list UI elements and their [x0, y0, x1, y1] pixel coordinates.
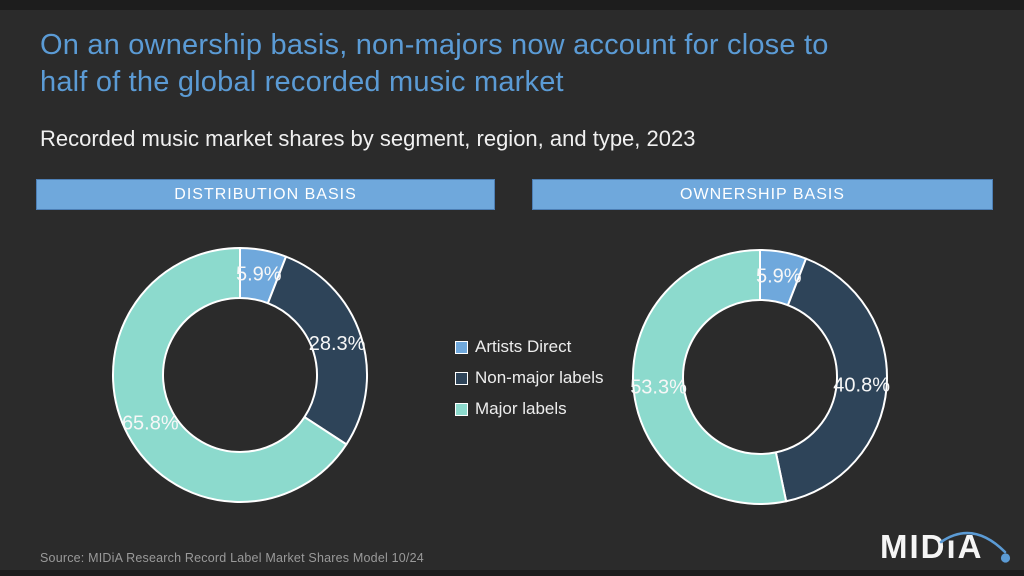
donut-slice-label: 40.8% [833, 374, 890, 396]
page-title-line-2: half of the global recorded music market [40, 66, 564, 98]
bottom-strip [0, 570, 1024, 576]
legend: Artists Direct Non-major labels Major la… [455, 337, 604, 419]
header-distribution-basis-label: DISTRIBUTION BASIS [174, 185, 357, 203]
legend-swatch-major-labels-icon [455, 402, 468, 416]
donut-slice-major-labels [112, 247, 348, 503]
midia-logo-arc-icon [939, 531, 1011, 563]
page-title-line-1: On an ownership basis, non-majors now ac… [40, 29, 829, 61]
header-ownership-basis: OWNERSHIP BASIS [532, 179, 993, 210]
donut-chart-distribution-basis: 5.9% 28.3% 65.8% [112, 247, 368, 503]
legend-swatch-non-major-labels-icon [455, 371, 468, 385]
midia-logo: MIDıA [880, 530, 1020, 570]
donut-slice-label: 65.8% [122, 413, 179, 435]
midia-logo-text: MIDıA [880, 528, 984, 565]
donut-slice-label: 53.3% [630, 377, 687, 399]
donut-slice-label: 5.9% [756, 266, 802, 288]
top-strip [0, 0, 1024, 10]
donut-slice-label: 5.9% [236, 264, 282, 286]
donut-slice-major-labels [632, 249, 788, 505]
legend-label-major-labels: Major labels [475, 399, 567, 418]
donut-slice-non-major-labels [774, 257, 888, 503]
legend-swatch-artists-direct-icon [455, 340, 468, 354]
donut-slice-label: 28.3% [309, 333, 366, 355]
page-title: On an ownership basis, non-majors now ac… [40, 27, 990, 101]
donut-slice-non-major-labels [266, 255, 368, 446]
legend-item-non-major-labels: Non-major labels [455, 368, 604, 388]
legend-label-artists-direct: Artists Direct [475, 337, 572, 356]
legend-item-artists-direct: Artists Direct [455, 337, 604, 357]
page-subtitle: Recorded music market shares by segment,… [40, 126, 696, 151]
donut-chart-ownership-basis: 5.9% 40.8% 53.3% [630, 249, 890, 505]
source-note: Source: MIDiA Research Record Label Mark… [40, 551, 424, 565]
legend-label-non-major-labels: Non-major labels [475, 368, 604, 387]
header-ownership-basis-label: OWNERSHIP BASIS [680, 185, 845, 203]
header-distribution-basis: DISTRIBUTION BASIS [36, 179, 495, 210]
legend-item-major-labels: Major labels [455, 399, 604, 419]
